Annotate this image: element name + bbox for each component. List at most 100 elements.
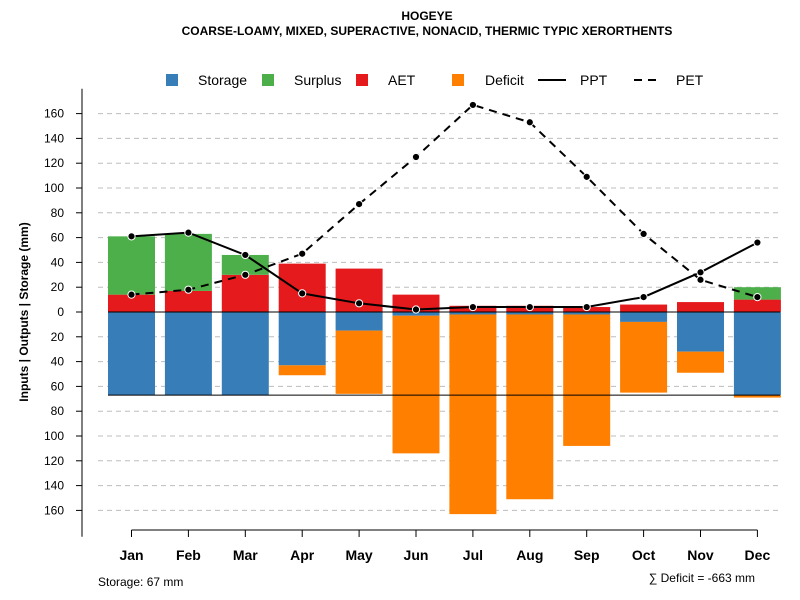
aet-bar xyxy=(620,304,668,312)
deficit-bar xyxy=(733,395,781,398)
x-tick-label: Dec xyxy=(745,547,771,563)
ppt-point xyxy=(582,302,591,312)
y-tick-label: 140 xyxy=(44,479,64,493)
legend-swatch xyxy=(262,74,274,86)
y-tick-label: 20 xyxy=(51,330,65,344)
line-group xyxy=(127,100,762,314)
storage-bar xyxy=(278,312,326,366)
pet-point xyxy=(525,118,534,127)
y-tick-label: 160 xyxy=(44,107,64,121)
pet-line xyxy=(131,103,758,299)
bar-group xyxy=(108,233,781,515)
pet-point xyxy=(639,229,648,238)
deficit-bar xyxy=(449,314,497,515)
pet-point xyxy=(753,293,762,302)
ppt-point xyxy=(753,238,762,247)
chart-legend: Storage Surplus AET Deficit PPT PET xyxy=(166,72,704,88)
pet-point xyxy=(127,290,136,299)
chart-title: HOGEYE xyxy=(401,9,452,23)
ppt-point xyxy=(525,302,534,312)
pet-point xyxy=(241,270,250,279)
ppt-point xyxy=(411,305,421,314)
storage-bar xyxy=(221,312,269,396)
pet-point xyxy=(411,152,421,162)
y-tick-label: 40 xyxy=(51,355,65,369)
x-tick-label: Jan xyxy=(119,547,143,563)
aet-bar xyxy=(677,302,724,312)
aet-bar xyxy=(108,294,155,312)
x-tick-label: Nov xyxy=(687,547,714,563)
x-tick-label: Apr xyxy=(290,547,315,563)
pet-point xyxy=(468,100,477,110)
aet-bar xyxy=(164,290,212,312)
ppt-point xyxy=(298,289,307,298)
y-axis-label: Inputs | Outputs | Storage (mm) xyxy=(17,222,31,401)
deficit-bar xyxy=(335,330,383,394)
x-tick-label: Jul xyxy=(463,547,483,563)
deficit-bar xyxy=(677,351,724,373)
deficit-bar xyxy=(563,314,611,446)
storage-bar xyxy=(677,312,724,352)
deficit-bar xyxy=(506,314,554,500)
storage-bar xyxy=(392,312,440,316)
legend-label: Storage xyxy=(198,72,247,88)
legend-label: AET xyxy=(388,72,416,88)
x-tick-label: Sep xyxy=(574,547,600,563)
surplus-bar xyxy=(108,236,155,295)
ppt-line xyxy=(131,231,758,311)
storage-bar xyxy=(733,312,781,396)
legend-label: Deficit xyxy=(485,72,524,88)
ppt-point xyxy=(468,302,477,312)
deficit-bar xyxy=(278,365,326,376)
x-tick-label: Oct xyxy=(632,547,656,563)
x-tick-label: Feb xyxy=(176,547,201,563)
ppt-point xyxy=(184,228,193,237)
storage-bar xyxy=(108,312,155,396)
x-tick-label: Jun xyxy=(404,547,429,563)
storage-bar xyxy=(506,312,554,315)
surplus-bar xyxy=(164,233,212,291)
pet-point xyxy=(355,200,364,209)
storage-bar xyxy=(335,312,383,331)
x-tick-label: May xyxy=(345,547,372,563)
ppt-point xyxy=(241,250,250,260)
legend-swatch xyxy=(166,74,178,86)
aet-bar xyxy=(733,299,781,312)
y-tick-label: 40 xyxy=(51,255,65,269)
pet-point xyxy=(184,285,193,294)
ppt-point xyxy=(127,232,136,241)
legend-label: Surplus xyxy=(294,72,341,88)
legend-label: PPT xyxy=(580,72,608,88)
y-tick-label: 100 xyxy=(44,429,64,443)
ppt-point xyxy=(355,299,364,308)
aet-bar xyxy=(221,274,269,312)
y-tick-label: 140 xyxy=(44,131,64,145)
deficit-bar xyxy=(392,315,440,454)
deficit-bar xyxy=(620,321,668,393)
storage-bar xyxy=(449,312,497,315)
y-tick-label: 60 xyxy=(51,379,65,393)
pet-point xyxy=(298,249,307,258)
y-tick-label: 120 xyxy=(44,454,64,468)
storage-bar xyxy=(620,312,668,322)
y-tick-label: 120 xyxy=(44,156,64,170)
x-tick-label: Mar xyxy=(233,547,258,563)
legend-swatch xyxy=(452,74,464,86)
ppt-point xyxy=(696,268,705,277)
storage-footer: Storage: 67 mm xyxy=(98,575,183,589)
y-tick-label: 0 xyxy=(57,305,64,319)
aet-bar xyxy=(278,263,326,312)
x-tick-label: Aug xyxy=(516,547,543,563)
legend-swatch xyxy=(356,74,368,86)
storage-bar xyxy=(164,312,212,396)
y-tick-label: 160 xyxy=(44,503,64,517)
legend-label: PET xyxy=(676,72,704,88)
y-tick-label: 80 xyxy=(51,404,65,418)
deficit-footer: ∑ Deficit = -663 mm xyxy=(649,571,755,585)
y-tick-label: 100 xyxy=(44,181,64,195)
y-tick-label: 60 xyxy=(51,231,65,245)
y-tick-label: 20 xyxy=(51,280,65,294)
ppt-point xyxy=(639,293,648,302)
pet-point xyxy=(696,275,705,284)
